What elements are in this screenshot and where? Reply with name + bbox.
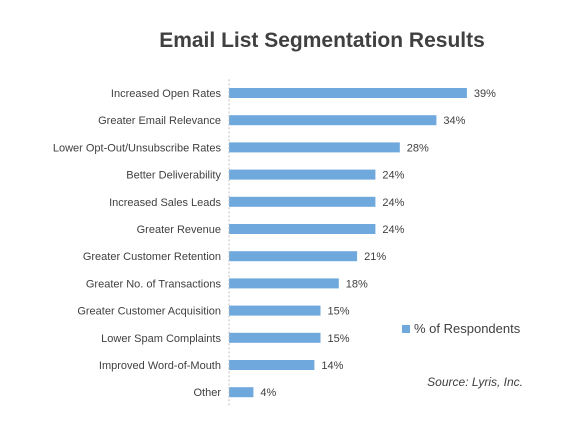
- value-label-2: 34%: [443, 115, 465, 127]
- value-label-4: 24%: [382, 170, 404, 182]
- category-label-4: Better Deliverability: [126, 170, 221, 182]
- legend-label: % of Respondents: [414, 321, 521, 336]
- category-labels: Increased Open Rates Greater Email Releva…: [53, 88, 222, 399]
- category-label-3: Lower Opt-Out/Unsubscribe Rates: [53, 142, 222, 154]
- bar-9: [229, 305, 321, 316]
- chart-title: Email List Segmentation Results: [159, 29, 485, 52]
- category-label-12: Other: [193, 387, 221, 399]
- category-label-1: Increased Open Rates: [111, 88, 222, 100]
- value-labels: 39% 34% 28% 24% 24% 24% 21% 18% 15% 15% 14% 4%: [260, 88, 496, 399]
- bar-7: [229, 251, 358, 262]
- value-label-1: 39%: [474, 88, 496, 100]
- category-label-5: Increased Sales Leads: [109, 197, 221, 209]
- bar-3: [229, 142, 400, 153]
- category-label-11: Improved Word-of-Mouth: [99, 360, 221, 372]
- bar-2: [229, 115, 437, 126]
- value-label-11: 14%: [321, 360, 343, 372]
- category-label-10: Lower Spam Complaints: [101, 333, 221, 345]
- category-label-8: Greater No. of Transactions: [86, 278, 222, 290]
- bar-11: [229, 360, 315, 370]
- value-label-9: 15%: [328, 306, 350, 318]
- category-label-6: Greater Revenue: [137, 224, 221, 236]
- bar-12: [229, 387, 254, 398]
- category-label-2: Greater Email Relevance: [98, 115, 221, 127]
- bar-5: [229, 196, 376, 207]
- value-label-6: 24%: [382, 224, 404, 236]
- bar-4: [229, 169, 376, 180]
- legend-swatch: [402, 325, 410, 333]
- value-label-8: 18%: [346, 278, 368, 290]
- category-label-9: Greater Customer Acquisition: [77, 306, 221, 318]
- value-label-12: 4%: [260, 387, 276, 399]
- bars-layer: [229, 88, 467, 398]
- source-note: Source: Lyris, Inc.: [427, 375, 523, 389]
- value-label-7: 21%: [364, 251, 386, 263]
- value-label-3: 28%: [407, 142, 429, 154]
- bar-1: [229, 88, 467, 98]
- value-label-10: 15%: [328, 333, 350, 345]
- bar-6: [229, 224, 376, 234]
- value-label-5: 24%: [382, 197, 404, 209]
- bar-10: [229, 332, 321, 343]
- bar-8: [229, 278, 339, 289]
- category-label-7: Greater Customer Retention: [83, 251, 221, 263]
